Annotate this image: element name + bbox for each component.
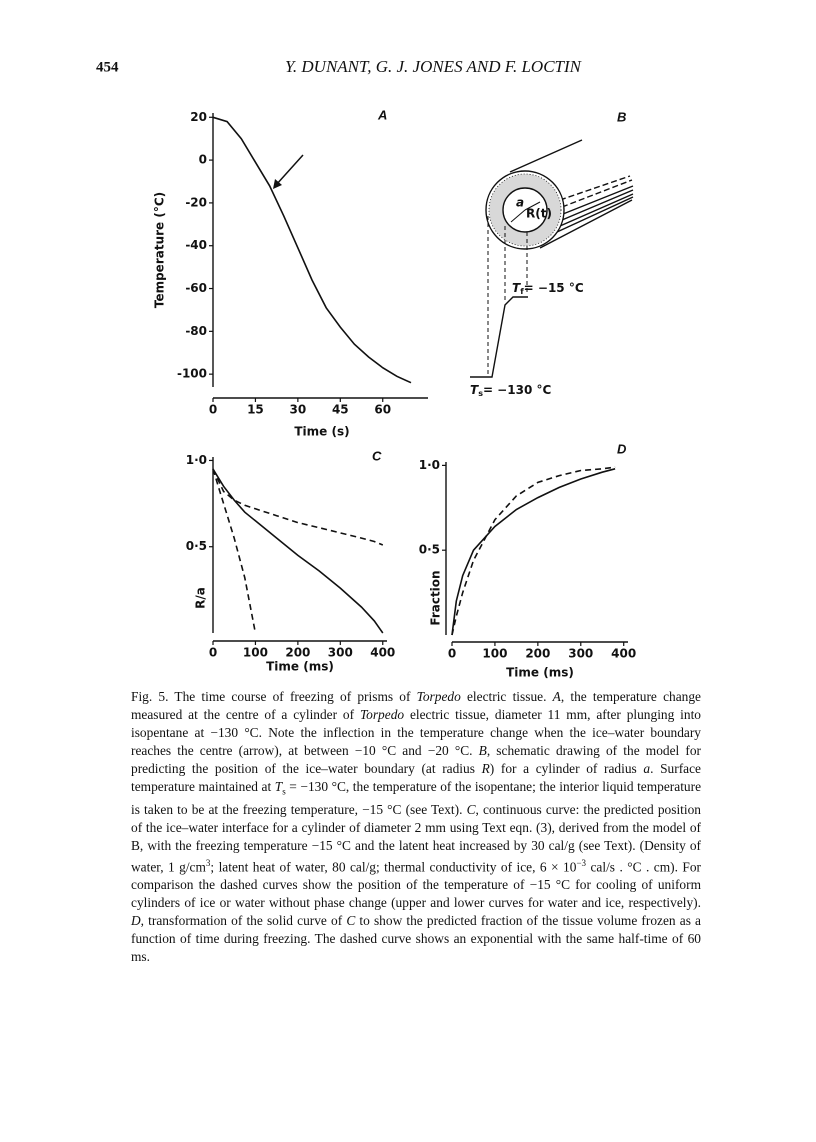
caption-text: s (282, 786, 286, 797)
x-tick-label: 100 (243, 646, 268, 660)
x-axis-label: Time (s) (294, 425, 349, 439)
caption-text: Fig. 5. The time course of freezing of p… (131, 689, 417, 704)
y-tick-label: -100 (177, 367, 207, 381)
caption-text: 3 (205, 857, 211, 868)
y-tick-label: -80 (185, 324, 207, 338)
data-line (451, 468, 616, 636)
y-tick-label: -40 (185, 238, 207, 252)
x-tick-label: 100 (482, 647, 507, 661)
data-line (212, 468, 257, 634)
panel-label: B (617, 109, 626, 124)
y-tick-label: -20 (185, 195, 207, 209)
panel-b (470, 139, 634, 378)
surface-label: Ts= −130 °C (470, 383, 551, 398)
caption: Fig. 5. The time course of freezing of p… (131, 688, 701, 966)
figure: 454 Y. DUNANT, G. J. JONES AND F. LOCTIN… (96, 57, 636, 680)
label-text: = −130 °C (483, 383, 552, 397)
y-tick-label: 0·5 (186, 539, 207, 553)
x-tick-label: 300 (328, 646, 353, 660)
caption-text: electric tissue. (460, 689, 553, 704)
subscript: f (520, 287, 524, 296)
symbol: T (470, 383, 479, 397)
y-axis-label: Fraction (429, 570, 443, 625)
caption-text: electric tissue, diameter 11 mm, after p… (131, 706, 701, 758)
y-tick-label: -60 (185, 281, 207, 295)
running-head: Y. DUNANT, G. J. JONES AND F. LOCTIN (285, 57, 583, 76)
caption-text: , continuous curve: the predicted positi… (131, 802, 702, 875)
y-axis-label: R/a (194, 587, 208, 609)
x-axis-label: Time (ms) (506, 666, 574, 680)
caption-text: , the temperature change measured at the… (131, 689, 701, 722)
caption-text: A (552, 689, 561, 704)
x-tick-label: 200 (285, 646, 310, 660)
caption-text: = −130 °C, the temperature of the isopen… (131, 778, 702, 818)
x-axis-label: Time (ms) (266, 660, 334, 674)
caption-text: T (274, 778, 283, 794)
radius-label: a (516, 196, 524, 210)
x-tick-label: 15 (247, 403, 264, 417)
x-tick-label: 0 (209, 403, 217, 417)
subscript: s (478, 389, 483, 398)
boundary-label: R(t) (526, 207, 552, 221)
caption-text: R (481, 760, 490, 776)
x-tick-label: 30 (290, 403, 307, 417)
y-tick-label: 0 (199, 153, 207, 167)
x-tick-label: 0 (448, 647, 456, 661)
page-number: 454 (96, 59, 119, 75)
x-tick-label: 300 (568, 647, 593, 661)
panel-label: A (377, 107, 387, 122)
x-tick-label: 0 (209, 646, 217, 660)
y-axis-label: Temperature (°C) (153, 192, 167, 308)
data-line (212, 116, 412, 384)
caption-text: , schematic drawing of the model for pre… (131, 742, 701, 776)
data-line (212, 468, 384, 546)
x-tick-label: 60 (374, 403, 391, 417)
caption-text: −3 (576, 857, 587, 868)
caption-text: B (478, 742, 487, 758)
caption-text: Torpedo (359, 706, 405, 722)
x-tick-label: 400 (611, 647, 636, 661)
y-tick-label: 1·0 (419, 458, 440, 472)
data-line (451, 466, 616, 636)
arrow-head (273, 179, 282, 189)
x-tick-label: 45 (332, 403, 349, 417)
x-tick-label: 400 (370, 646, 395, 660)
caption-text: . Surface temperature maintained at (131, 760, 701, 794)
caption-text: ) for a cylinder of radius (489, 760, 644, 776)
caption-text: , transformation of the solid curve of (140, 913, 347, 929)
y-tick-label: 1·0 (186, 453, 207, 467)
caption-text: to show the predicted fraction of the ti… (131, 913, 701, 964)
freezing-label: Tf= −15 °C (512, 281, 584, 296)
panel-label: D (617, 441, 627, 456)
panel-label: C (372, 448, 382, 463)
y-tick-label: 20 (190, 110, 207, 124)
caption-text: C (346, 913, 356, 929)
caption-text: a (643, 760, 651, 776)
label-text: = −15 °C (524, 281, 584, 295)
caption-text: Torpedo (416, 689, 461, 704)
caption-text: D (131, 913, 141, 929)
x-tick-label: 200 (525, 647, 550, 661)
caption-text: C (466, 802, 476, 818)
y-tick-label: 0·5 (419, 543, 440, 557)
arrow (275, 154, 304, 186)
symbol: T (512, 281, 521, 295)
caption-text: ; latent heat of water, 80 cal/g; therma… (210, 859, 577, 875)
caption-text: cal/s . °C . cm). For comparison the das… (131, 859, 701, 911)
